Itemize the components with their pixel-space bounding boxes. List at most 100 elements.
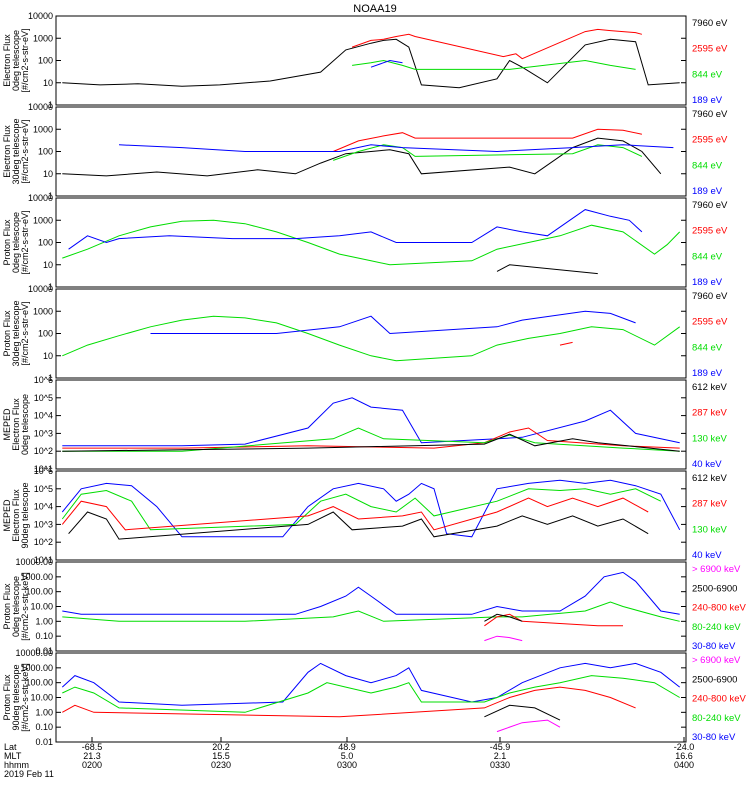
y-axis-label: 30deg telescope [11,118,21,184]
series-line-844-ev [352,59,636,70]
series-line-844-ev [62,315,680,362]
legend-entry: 287 keV [692,408,728,419]
series-line-240-800-kev [62,686,636,718]
footer-hhmm-value: 0200 [82,760,102,770]
y-tick-label: 1000.00 [20,663,53,673]
y-tick-label: 1000 [33,33,53,43]
y-axis-label: Proton Flux [2,219,12,266]
y-axis-label: 0deg telescope [20,394,30,455]
y-axis-label: [#/cm2-s-str-eV] [20,28,30,92]
legend-entry: 287 keV [692,499,728,510]
legend-entry: 612 keV [692,382,728,393]
series-line-287-kev [62,427,680,449]
page-title: NOAA19 [353,3,396,15]
y-tick-label: 10^1 [34,464,53,474]
y-tick-label: 100 [38,329,53,339]
y-tick-label: 10^2 [34,537,53,547]
panel-8: 0.01 0.10 1.00 10.00 100.00 1000.00 10000.00 Pr… [2,648,747,747]
legend-entry: 40 keV [692,550,722,561]
y-axis-label: 90deg telescope [11,664,21,730]
y-axis-label: [#/cm2-s-str-keV] [20,572,30,641]
footer-lat-value: 48.9 [338,742,356,752]
y-axis-label: 0deg telescope [11,212,21,273]
y-axis-label: Proton Flux [2,583,12,630]
series-line-40-kev [61,479,681,538]
panel-frame [55,652,687,743]
legend-entry: 844 eV [692,69,723,80]
footer-row-label: MLT [4,751,22,761]
footer-hhmm-value: 0330 [490,760,510,770]
y-axis-label: [#/cm2-s-str-keV] [20,663,30,732]
legend-entry: 844 eV [692,342,723,353]
y-axis-label: 30deg telescope [11,300,21,366]
y-tick-label: 0.10 [35,722,53,732]
legend-entry: 80-240 keV [692,713,741,724]
panel-frame [55,561,687,652]
y-tick-label: 1000 [33,124,53,134]
y-tick-label: 100.00 [25,587,53,597]
y-tick-label: 1 [48,100,53,110]
y-tick-label: 10000 [28,193,53,203]
legend-entry: 844 eV [692,251,723,262]
panel-frame [55,15,687,106]
series-line-7960-ev [496,264,598,275]
legend-entry: 2500-6900 [692,583,737,594]
y-axis-label: 90deg telescope [20,482,30,548]
y-tick-label: 0.10 [35,631,53,641]
y-tick-label: 10000.00 [15,557,53,567]
y-tick-label: 10 [43,351,53,361]
y-tick-label: 10 [43,169,53,179]
y-tick-label: 1000 [33,215,53,225]
panel-frame [55,379,687,470]
panel-6: 10^1 10^2 10^3 10^4 10^5 10^6 MEPED Electron Fl… [2,466,728,565]
y-tick-label: 10000.00 [15,648,53,658]
series-line-2500-6900 [484,613,523,622]
y-tick-label: 1 [48,282,53,292]
footer-row-label: hhmm [4,760,29,770]
legend-entry: 7960 eV [692,200,728,211]
series-line-2595-ev [559,341,573,346]
y-axis-label: [#/cm2-s-str-eV] [20,119,30,183]
y-tick-label: 1.00 [35,707,53,717]
y-axis-label: 0deg telescope [11,576,21,637]
legend-entry: 7960 eV [692,291,728,302]
footer-lat-value: 20.2 [212,742,230,752]
series-line-189-ev [370,59,403,68]
series-line-240-800-kev [484,613,623,627]
y-tick-label: 100 [38,238,53,248]
footer-mlt-value: 2.1 [494,751,507,761]
footer-hhmm-value: 0230 [211,760,231,770]
y-axis-label: Electron Flux [11,489,21,542]
panel-1: 1 10 100 1000 10000 Electron Flux 0deg telesco… [2,11,728,110]
series-line-30-80-kev [61,662,681,706]
footer-hhmm-value: 0400 [674,760,694,770]
panel-5: 10^1 10^2 10^3 10^4 10^5 10^6 MEPED Electron Fl… [2,375,728,474]
y-axis-label: Electron Flux [11,398,21,451]
y-tick-label: 10^1 [34,555,53,565]
y-tick-label: 10000 [28,102,53,112]
y-tick-label: 1 [48,373,53,383]
series-line-2595-ev [351,28,643,60]
y-tick-label: 100.00 [25,678,53,688]
legend-entry: 2595 eV [692,135,728,146]
series-line-189-ev [150,310,636,335]
footer-lat-value: -45.9 [490,742,511,752]
footer-mlt-value: 16.6 [675,751,693,761]
legend-entry: 30-80 keV [692,641,736,652]
y-tick-label: 100 [38,147,53,157]
legend-entry: > 6900 keV [692,564,741,575]
panel-4: 1 10 100 1000 10000 Proton Flux 30deg telescop… [2,284,728,383]
series-line-189-ev [68,209,643,250]
footer-row-label: Lat [4,742,17,752]
y-tick-label: 100 [38,56,53,66]
y-axis-label: [#/cm2-s-str-eV] [20,210,30,274]
y-tick-label: 1.00 [35,616,53,626]
series-line-7960-ev [62,38,680,89]
y-tick-label: 1 [48,191,53,201]
legend-entry: 30-80 keV [692,732,736,743]
series-line-130-kev [62,427,680,452]
legend-entry: 130 keV [692,433,728,444]
legend-entry: 40 keV [692,459,722,470]
legend-entry: 2500-6900 [692,674,737,685]
